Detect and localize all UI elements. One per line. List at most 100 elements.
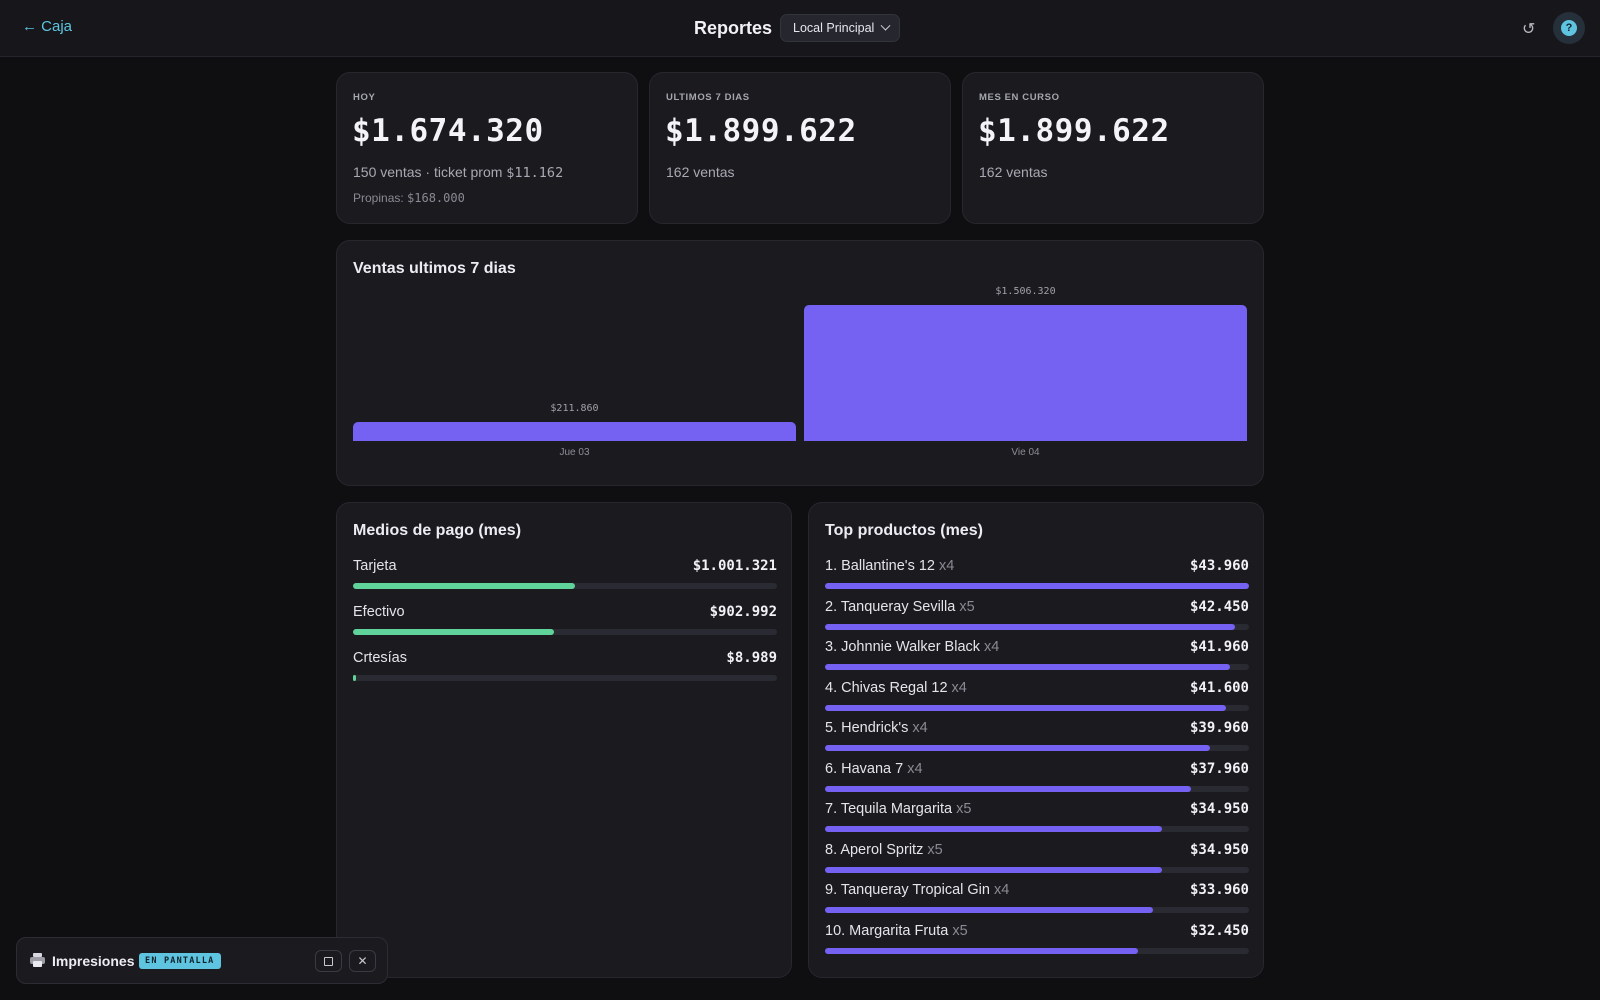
bar-value-label: $211.860 (550, 402, 599, 414)
row-name: Crtesías (353, 650, 407, 666)
row-amount: $902.992 (709, 604, 777, 620)
list-row: Efectivo $902.992 (353, 604, 777, 635)
row-name: 3. Johnnie Walker Black x4 (825, 639, 999, 655)
stat-sub-text: 150 ventas · ticket prom (353, 164, 507, 180)
item-name: 9. Tanqueray Tropical Gin (825, 882, 990, 898)
location-select-value: Local Principal (793, 21, 875, 35)
close-button[interactable]: ✕ (349, 950, 376, 972)
x-tick-label: Vie 04 (1011, 447, 1040, 458)
stat-label: HOY (353, 92, 376, 103)
tips-line: Propinas: $168.000 (353, 191, 465, 205)
progress-track (825, 826, 1249, 832)
row-amount: $32.450 (1189, 922, 1249, 939)
tips-value: $168.000 (407, 191, 465, 205)
progress-fill (353, 675, 356, 681)
avg-ticket-value: $11.162 (506, 165, 564, 181)
item-name: 1. Ballantine's 12 (825, 558, 935, 574)
help-icon: ? (1561, 20, 1577, 36)
location-select[interactable]: Local Principal (780, 14, 901, 42)
help-button[interactable]: ? (1553, 12, 1585, 44)
list-row: 10. Margarita Fruta x5 $32.450 (825, 923, 1249, 954)
progress-fill (825, 866, 1163, 873)
row-name: 5. Hendrick's x4 (825, 720, 928, 736)
x-tick-label: Jue 03 (559, 447, 590, 458)
progress-track (825, 785, 1249, 792)
row-name: 8. Aperol Spritz x5 (825, 842, 943, 858)
item-quantity: x4 (947, 679, 967, 696)
screen-mode-badge: EN PANTALLA (139, 953, 221, 969)
progress-track (825, 866, 1249, 873)
list-row: Tarjeta $1.001.321 (353, 558, 777, 589)
progress-fill (825, 826, 1163, 832)
chart-bar (804, 305, 1247, 441)
print-widget-title: Impresiones (52, 953, 135, 969)
row-name: Efectivo (353, 604, 405, 620)
row-amount: $43.960 (1189, 558, 1249, 574)
stat-value: $1.674.320 (352, 113, 544, 149)
stat-sub: 162 ventas (979, 164, 1048, 180)
row-amount: $37.960 (1189, 760, 1249, 777)
refresh-icon[interactable]: ↺ (1522, 21, 1536, 38)
row-name: 10. Margarita Fruta x5 (825, 923, 968, 939)
progress-fill (825, 623, 1235, 630)
progress-fill (825, 907, 1153, 913)
row-name: 1. Ballantine's 12 x4 (825, 558, 954, 574)
row-amount: $42.450 (1189, 598, 1249, 615)
row-name: Tarjeta (353, 558, 397, 574)
progress-fill (353, 583, 576, 589)
chart-bar (353, 421, 796, 441)
square-icon (324, 956, 333, 966)
stat-value: $1.899.622 (665, 113, 857, 149)
sales-chart-card: Ventas ultimos 7 dias $211.860 Jue 03 $1.5… (336, 240, 1264, 486)
print-widget: Impresiones EN PANTALLA ✕ (16, 937, 388, 984)
progress-fill (825, 785, 1192, 792)
item-name: 3. Johnnie Walker Black (825, 639, 981, 655)
list-row: 1. Ballantine's 12 x4 $43.960 (825, 558, 1249, 589)
chart-title: Ventas ultimos 7 dias (353, 260, 516, 277)
item-quantity: x5 (948, 922, 968, 939)
row-name: 9. Tanqueray Tropical Gin x4 (825, 882, 1009, 898)
list-row: Crtesías $8.989 (353, 650, 777, 681)
row-amount: $34.950 (1189, 841, 1249, 858)
list-row: 3. Johnnie Walker Black x4 $41.960 (825, 639, 1249, 670)
title-group: Reportes Local Principal (694, 14, 901, 42)
payments-title: Medios de pago (mes) (353, 522, 522, 539)
item-quantity: x4 (908, 720, 928, 736)
minimize-button[interactable] (315, 950, 342, 972)
back-to-caja-link[interactable]: ← Caja (22, 18, 73, 35)
page-title: Reportes (694, 17, 773, 38)
progress-track (353, 675, 777, 681)
row-amount: $39.960 (1189, 720, 1249, 736)
close-icon: ✕ (357, 954, 368, 968)
row-name: 7. Tequila Margarita x5 (825, 801, 971, 817)
item-name: 2. Tanqueray Sevilla (825, 598, 956, 615)
progress-track (825, 947, 1249, 954)
item-name: 6. Havana 7 (825, 760, 904, 777)
top-products-title: Top productos (mes) (825, 522, 983, 539)
item-name: 5. Hendrick's (825, 720, 909, 736)
item-quantity: x5 (923, 841, 943, 858)
item-quantity: x4 (934, 558, 955, 574)
progress-fill (825, 704, 1227, 711)
item-quantity: x4 (980, 639, 1000, 655)
stat-sub: 162 ventas (666, 164, 735, 180)
row-amount: $33.960 (1189, 882, 1249, 898)
tips-label: Propinas: (353, 191, 408, 205)
stat-card-month: MES EN CURSO $1.899.622 162 ventas (962, 72, 1264, 224)
progress-track (353, 629, 777, 635)
list-row: 7. Tequila Margarita x5 $34.950 (825, 801, 1249, 832)
list-row: 8. Aperol Spritz x5 $34.950 (825, 842, 1249, 873)
row-amount: $1.001.321 (692, 558, 777, 574)
row-name: 4. Chivas Regal 12 x4 (825, 680, 967, 696)
bar-value-label: $1.506.320 (995, 286, 1056, 297)
stat-card-7-days: ULTIMOS 7 DIAS $1.899.622 162 ventas (649, 72, 951, 224)
stat-label: ULTIMOS 7 DIAS (666, 92, 750, 103)
progress-fill (353, 629, 554, 635)
item-name: 10. Margarita Fruta (825, 922, 949, 939)
progress-track (825, 704, 1249, 711)
progress-track (825, 583, 1249, 589)
progress-track (825, 907, 1249, 913)
progress-track (825, 664, 1249, 670)
list-row: 6. Havana 7 x4 $37.960 (825, 761, 1249, 792)
item-quantity: x5 (952, 801, 972, 817)
